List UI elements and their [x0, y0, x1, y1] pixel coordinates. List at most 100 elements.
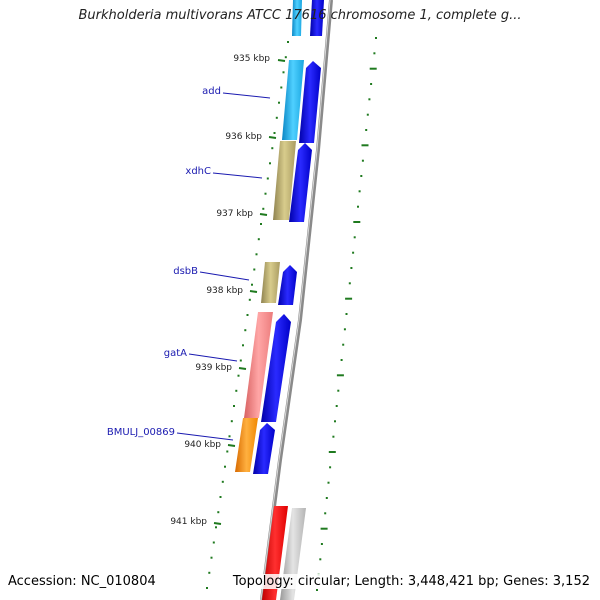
tick-937: [259, 213, 268, 216]
gene-partial-top-cyan[interactable]: [292, 0, 302, 36]
scale-dot: [319, 558, 322, 561]
leader-dsbB: [199, 271, 250, 281]
scale-dot: [235, 389, 238, 392]
gene-BMULJ_00869[interactable]: [235, 418, 258, 472]
tick-label-938: 938 kbp: [206, 286, 243, 296]
scale-dot: [345, 297, 353, 300]
gene-labels: add xdhC dsbB gatA BMULJ_00869: [107, 86, 271, 441]
scale-dot: [244, 329, 247, 332]
scale-dot: [357, 205, 359, 208]
scale-dot: [369, 67, 377, 70]
scale-dot: [368, 98, 371, 101]
scale-dot: [251, 283, 253, 286]
scale-dot: [242, 344, 244, 347]
scale-dot: [316, 589, 318, 591]
scale-dot: [325, 497, 328, 499]
accession-text: Accession: NC_010804: [8, 574, 156, 589]
left-scale-dots: [206, 41, 289, 589]
tick-935: [277, 59, 286, 62]
topology-summary: Topology: circular; Length: 3,448,421 bp…: [232, 574, 590, 589]
scale-dot: [320, 527, 328, 530]
scale-dot: [280, 86, 283, 89]
scale-dot: [208, 571, 211, 574]
tick-940: [227, 444, 236, 447]
tick-936: [268, 136, 277, 139]
scale-dot: [320, 543, 323, 545]
scale-dot: [373, 52, 376, 55]
scale-dot: [253, 268, 256, 271]
scale-dot: [329, 466, 332, 469]
tick-label-941: 941 kbp: [170, 517, 207, 527]
scale-dot: [212, 541, 215, 544]
scale-dot: [361, 144, 369, 147]
gene-gatA-arrow[interactable]: [261, 314, 291, 422]
tick-label-940: 940 kbp: [184, 440, 221, 450]
scale-dot: [345, 313, 348, 315]
gene-gatA[interactable]: [244, 312, 273, 418]
scale-dot: [332, 435, 335, 438]
scale-dot: [350, 267, 353, 269]
scale-dot: [224, 465, 226, 468]
scale-dot: [221, 480, 224, 483]
scale-dot: [239, 359, 242, 362]
scale-dot: [336, 374, 344, 377]
scale-dot: [260, 223, 262, 225]
scale-dot: [342, 343, 345, 346]
scale-dot: [217, 511, 220, 514]
scale-dot: [269, 162, 271, 165]
tick-label-935: 935 kbp: [233, 54, 270, 64]
scale-dot: [361, 159, 364, 162]
scale-dot: [237, 374, 240, 377]
scale-dot: [278, 101, 280, 104]
gene-dsbB-arrow[interactable]: [278, 265, 297, 305]
scale-dot: [284, 56, 287, 59]
scale-dot: [271, 147, 274, 150]
scale-dot: [233, 405, 235, 407]
gene-partial-top-blue[interactable]: [310, 0, 324, 36]
scale-dot: [215, 526, 217, 529]
kbp-axis: 935 kbp 936 kbp 937 kbp 938 kbp 939 kbp …: [170, 54, 286, 527]
gene-add[interactable]: [282, 60, 304, 140]
gene-add-arrow[interactable]: [299, 61, 321, 143]
scale-dot: [226, 450, 229, 453]
scale-dot: [334, 420, 336, 423]
scale-dot: [324, 512, 327, 515]
scale-dot: [358, 190, 361, 193]
scale-dot: [353, 236, 356, 239]
scale-dot: [264, 192, 267, 195]
gene-BMULJ_00869-arrow[interactable]: [253, 423, 275, 474]
scale-dot: [230, 420, 233, 423]
scale-dot: [275, 116, 278, 119]
tick-941: [213, 522, 222, 525]
scale-dot: [348, 282, 351, 285]
scale-dot: [375, 37, 377, 39]
scale-dot: [262, 207, 265, 210]
gene-xdhC[interactable]: [273, 141, 296, 220]
scale-dot: [257, 238, 260, 241]
scale-dot: [365, 129, 368, 131]
tick-label-936: 936 kbp: [225, 132, 262, 142]
gene-label-gatA[interactable]: gatA: [164, 348, 187, 359]
scale-dot: [370, 83, 373, 85]
scale-dot: [266, 177, 269, 180]
scale-dot: [219, 496, 222, 498]
scale-dot: [282, 71, 285, 74]
scale-dot: [246, 314, 249, 316]
tick-938: [249, 290, 258, 293]
scale-dot: [352, 251, 355, 254]
gene-xdhC-arrow[interactable]: [289, 143, 312, 222]
gene-label-xdhC[interactable]: xdhC: [185, 166, 211, 177]
gene-label-BMULJ_00869[interactable]: BMULJ_00869: [107, 427, 175, 438]
tick-939: [238, 367, 247, 370]
leader-BMULJ_00869: [176, 432, 234, 441]
gene-dsbB[interactable]: [261, 262, 280, 303]
tick-label-937: 937 kbp: [216, 209, 253, 219]
gene-label-dsbB[interactable]: dsbB: [173, 266, 198, 277]
scale-dot: [228, 435, 231, 438]
gene-label-add[interactable]: add: [202, 86, 221, 97]
tick-label-939: 939 kbp: [195, 363, 232, 373]
leader-xdhC: [212, 172, 263, 179]
scale-dot: [248, 298, 251, 301]
leader-add: [222, 92, 271, 99]
scale-dot: [337, 389, 340, 392]
